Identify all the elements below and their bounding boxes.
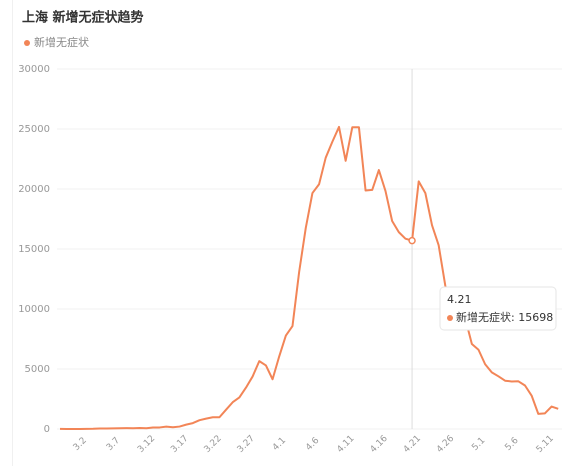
legend-dot [24,40,30,46]
x-tick-label: 4.21 [402,434,423,455]
line-series [59,125,559,430]
x-tick-label: 3.17 [169,434,190,455]
highlight-point [408,236,416,245]
y-tick-label: 5000 [25,364,50,375]
y-tick-label: 20000 [18,184,50,195]
x-tick-label: 4.6 [304,436,321,453]
x-tick-label: 3.2 [72,436,89,453]
x-tick-label: 4.26 [435,434,456,455]
x-tick-label: 4.1 [271,436,288,453]
x-tick-label: 5.11 [535,434,556,455]
x-tick-label: 3.7 [105,436,122,453]
x-tick-label: 3.27 [236,434,257,455]
y-tick-label: 0 [44,424,50,435]
tooltip-label: 新增无症状: 15698 [456,310,553,324]
y-tick-label: 15000 [18,244,50,255]
tooltip-box [439,286,557,331]
tooltip: 4.21 新增无症状: 15698 [439,286,557,331]
x-tick-label: 5.1 [470,436,487,453]
chart-title: 上海 新增无症状趋势 [22,10,144,26]
x-tick-label: 4.16 [369,434,390,455]
tooltip-title: 4.21 [447,293,472,306]
y-tick-label: 10000 [18,304,50,315]
x-tick-label: 5.6 [503,436,520,453]
y-tick-label: 30000 [18,64,50,75]
x-tick-label: 3.22 [203,434,224,455]
x-tick-label: 4.11 [335,434,356,455]
x-tick-label: 3.12 [136,434,157,455]
tooltip-dot [447,315,453,321]
legend-label: 新增无症状 [34,35,89,49]
y-tick-label: 25000 [18,124,50,135]
